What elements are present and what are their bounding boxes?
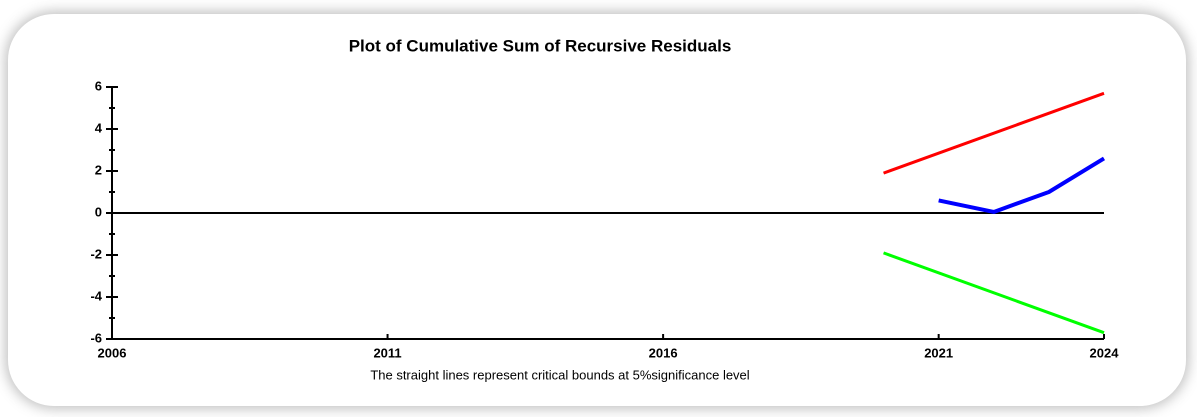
- x-tick-label: 2006: [98, 345, 127, 360]
- series-line: [883, 91, 1105, 175]
- series-line: [883, 251, 1105, 335]
- y-tick-label: -2: [90, 246, 102, 261]
- y-tick-label: -6: [90, 330, 102, 345]
- x-tick-label: 2016: [649, 345, 678, 360]
- caption: The straight lines represent critical bo…: [370, 367, 749, 382]
- y-tick-label: 0: [95, 204, 102, 219]
- chart-title: Plot of Cumulative Sum of Recursive Resi…: [349, 36, 732, 55]
- y-tick-label: 2: [95, 162, 102, 177]
- y-tick-label: -4: [90, 288, 102, 303]
- x-tick-label: 2024: [1090, 345, 1120, 360]
- y-tick-label: 6: [95, 78, 102, 93]
- series-line: [938, 156, 1106, 214]
- x-tick-label: 2021: [924, 345, 953, 360]
- x-tick-label: 2011: [373, 345, 401, 360]
- y-tick-label: 4: [95, 120, 103, 135]
